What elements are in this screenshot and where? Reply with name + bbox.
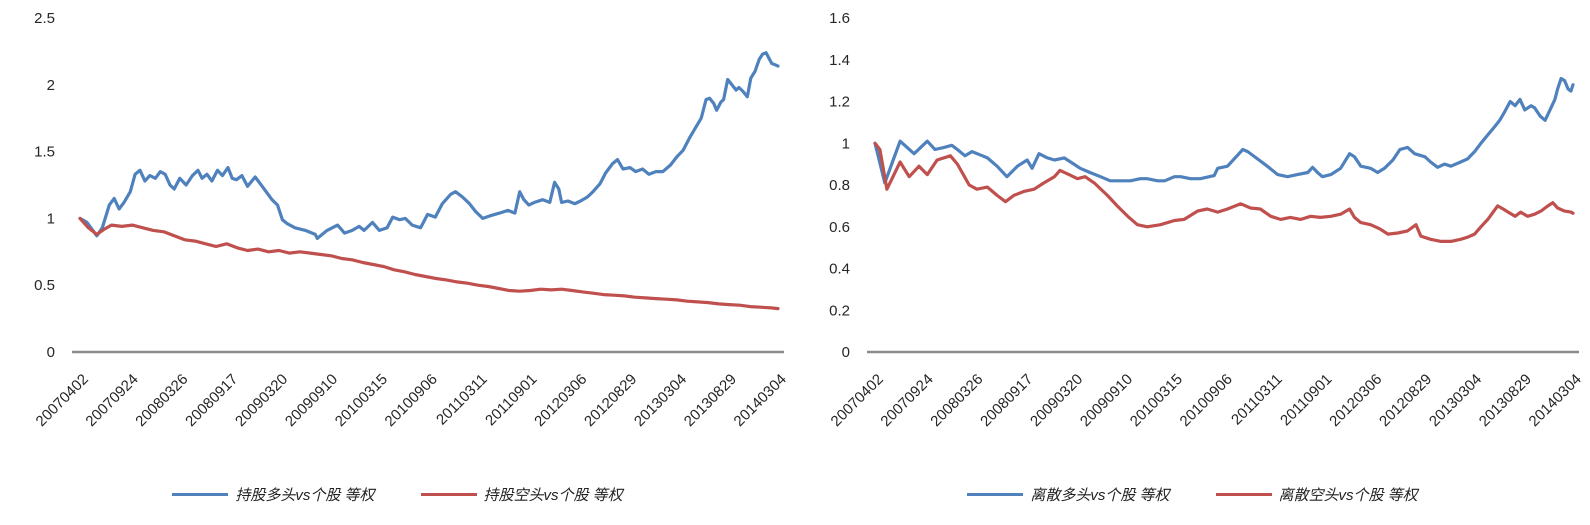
x-tick-label: 20070924 [877,371,936,430]
x-tick-label: 20130304 [1426,371,1485,430]
x-tick-label: 20110901 [482,371,540,429]
legend-line-swatch [967,492,1024,497]
x-tick-label: 20100315 [332,371,391,430]
y-tick-label: 0.2 [829,302,850,319]
x-tick-label: 20130829 [1476,371,1535,430]
chart-left-legend: 持股多头vs个股 等权 持股空头vs个股 等权 [0,484,795,505]
x-tick-label: 20080917 [977,371,1036,430]
y-tick-label: 2 [47,77,55,94]
x-tick-label: 20090910 [282,371,341,430]
legend-item: 离散多头vs个股 等权 [967,484,1170,505]
chart-right: 1.6 1.4 1.2 1 0.8 0.6 0.4 0.2 0 20070402 20070924 2… [795,0,1590,525]
x-tick-label: 20090320 [232,371,291,430]
y-tick-label: 0.5 [34,277,55,294]
legend-line-swatch [420,492,477,497]
x-tick-label: 20140304 [731,371,790,430]
x-tick-label: 20120829 [1376,371,1435,430]
x-tick-label: 20070402 [33,371,92,430]
legend-label: 离散多头vs个股 等权 [1030,487,1170,504]
x-tick-label: 20070924 [82,371,141,430]
x-tick-label: 20080326 [927,371,986,430]
x-tick-label: 20120829 [581,371,640,430]
x-tick-label: 20080917 [182,371,241,430]
y-tick-label: 1.6 [829,10,850,27]
series-line [78,51,780,240]
x-tick-label: 20130304 [631,371,690,430]
x-tick-label: 20100906 [382,371,441,430]
legend-label: 离散空头vs个股 等权 [1278,487,1418,504]
x-tick-label: 20140304 [1526,371,1585,430]
chart-left: 2.5 2 1.5 1 0.5 0 20070402 20070924 20080326 2008… [0,10,795,505]
y-tick-label: 1.2 [829,94,850,111]
y-tick-label: 0 [842,344,850,361]
legend-line-swatch [1215,492,1272,497]
y-tick-label: 0.6 [829,219,850,236]
series-line [873,141,1575,243]
chart-left-plot-area: 2.5 2 1.5 1 0.5 0 2007040220070924200803262008… [33,10,790,430]
y-tick-label: 2.5 [34,10,55,27]
y-tick-label: 1 [842,135,850,152]
x-tick-label: 20100906 [1177,371,1236,430]
y-tick-label: 1.5 [34,144,55,161]
x-tick-label: 20110311 [1228,371,1286,429]
x-tick-label: 20090910 [1077,371,1136,430]
series-line [78,216,780,311]
legend-label: 持股空头vs个股 等权 [483,487,623,504]
x-tick-label: 20080326 [132,371,191,430]
legend-item: 离散空头vs个股 等权 [1215,484,1418,505]
x-tick-label: 20090320 [1027,371,1086,430]
x-tick-label: 20110901 [1277,371,1335,429]
x-tick-label: 20120306 [1326,371,1385,430]
legend-item: 持股多头vs个股 等权 [172,484,375,505]
legend-line-swatch [172,492,229,497]
x-tick-label: 20100315 [1127,371,1186,430]
x-tick-label: 20120306 [531,371,590,430]
y-tick-label: 0 [47,344,55,361]
x-tick-label: 20110311 [433,371,491,429]
legend-label: 持股多头vs个股 等权 [235,487,375,504]
legend-item: 持股空头vs个股 等权 [420,484,623,505]
y-tick-label: 0.8 [829,177,850,194]
y-tick-label: 1.4 [829,52,850,69]
chart-right-plot-area: 1.61.41.210.80.60.40.2020070402200709242… [828,10,1585,430]
x-tick-label: 20070402 [828,371,887,430]
y-tick-label: 1 [47,210,55,227]
series-line [873,76,1575,185]
chart-right-legend: 离散多头vs个股 等权 离散空头vs个股 等权 [795,484,1590,505]
x-tick-label: 20130829 [681,371,740,430]
y-tick-label: 0.4 [829,261,850,278]
